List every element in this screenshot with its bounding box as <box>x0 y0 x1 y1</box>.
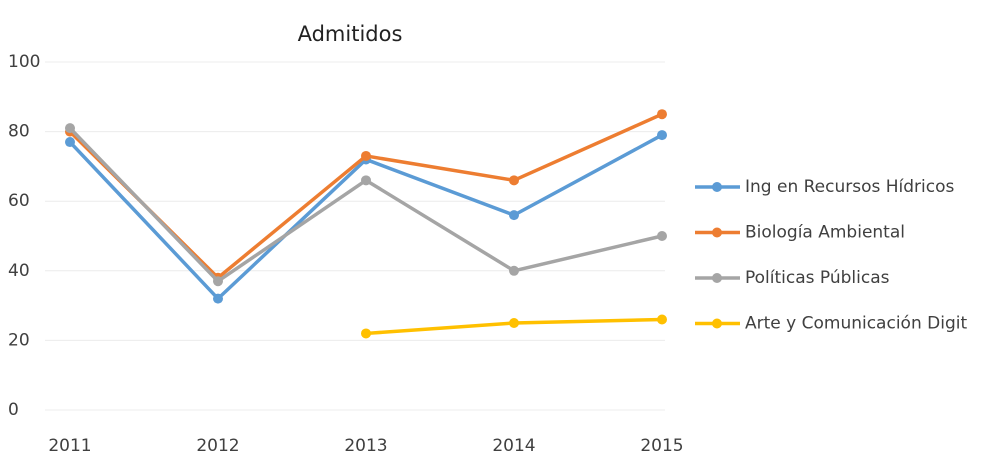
legend-marker <box>712 318 722 329</box>
x-tick-label: 2012 <box>196 436 239 456</box>
data-point <box>657 109 667 120</box>
x-tick-label: 2014 <box>492 436 535 456</box>
data-point <box>213 293 223 304</box>
data-point <box>657 231 667 241</box>
y-tick-label: 80 <box>8 122 30 142</box>
x-tick-label: 2015 <box>640 436 683 456</box>
data-point <box>509 210 519 221</box>
legend-label: Arte y Comunicación Digit <box>745 314 967 334</box>
data-point <box>509 265 519 276</box>
y-tick-label: 100 <box>8 52 40 72</box>
legend-marker <box>712 227 722 238</box>
data-point <box>657 314 667 325</box>
legend-label: Biología Ambiental <box>745 223 905 243</box>
chart-title: Admitidos <box>298 22 403 46</box>
legend-marker <box>712 273 722 283</box>
data-point <box>361 175 371 186</box>
y-tick-label: 20 <box>8 330 30 350</box>
data-point <box>65 123 75 134</box>
legend-marker <box>712 182 722 192</box>
data-point <box>65 137 75 148</box>
data-point <box>657 130 667 141</box>
y-tick-label: 60 <box>8 191 30 211</box>
y-tick-label: 0 <box>8 400 19 420</box>
legend-label: Ing en Recursos Hídricos <box>745 177 955 197</box>
data-point <box>509 318 519 328</box>
legend-label: Políticas Públicas <box>745 268 890 288</box>
data-point <box>213 276 223 287</box>
data-point <box>509 175 519 186</box>
y-tick-label: 40 <box>8 261 30 281</box>
x-tick-label: 2011 <box>48 436 91 456</box>
x-tick-label: 2013 <box>344 436 387 456</box>
data-point <box>361 150 371 161</box>
data-point <box>361 328 371 339</box>
